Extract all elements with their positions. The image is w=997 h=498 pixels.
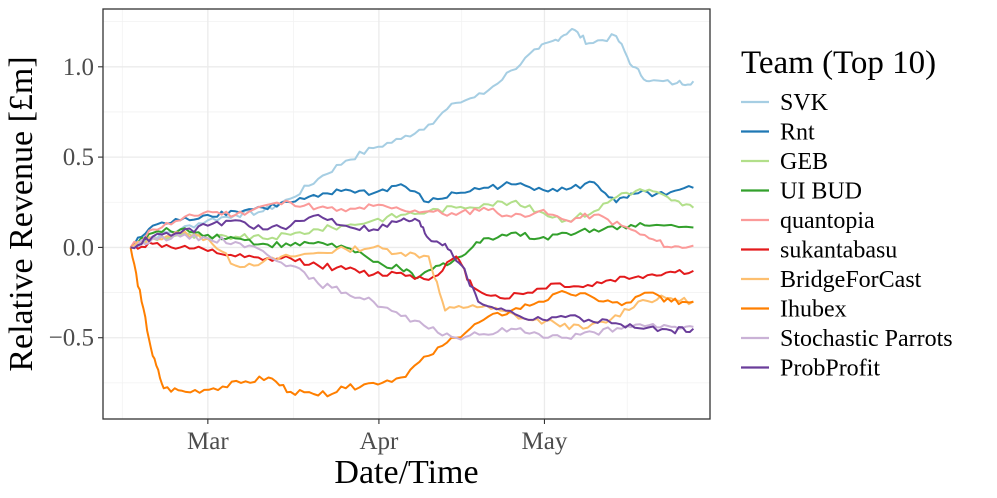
legend-label: sukantabasu xyxy=(780,238,897,264)
y-axis-title: Relative Revenue [£m] xyxy=(3,56,40,371)
legend: Team (Top 10) SVK Rnt GEB UI BUD quantopia su… xyxy=(741,45,953,382)
legend-label: GEB xyxy=(780,149,828,175)
series-line-geb xyxy=(130,188,695,249)
legend-label: Stochastic Parrots xyxy=(780,326,953,352)
series-line-ihubex xyxy=(129,247,694,398)
series-line-quantopia xyxy=(129,199,694,249)
legend-label: Ihubex xyxy=(780,297,847,323)
x-tick-label: Apr xyxy=(359,428,399,455)
x-tick-label: Mar xyxy=(187,428,229,455)
series-line-probprofit xyxy=(130,213,695,335)
y-tick-label: 0.5 xyxy=(63,144,94,171)
series-line-svk xyxy=(130,27,695,249)
legend-label: ProbProfit xyxy=(780,356,880,382)
legend-label: Rnt xyxy=(780,120,815,146)
legend-label: UI BUD xyxy=(780,179,862,205)
plot-panel-border xyxy=(102,8,711,420)
series-line-stochastic-parrots xyxy=(130,233,694,341)
series-layer xyxy=(129,27,695,398)
series-line-sukantabasu xyxy=(130,241,694,300)
series-line-ui-bud xyxy=(130,222,694,280)
legend-label: SVK xyxy=(780,90,829,116)
legend-title: Team (Top 10) xyxy=(741,45,936,81)
y-tick-label: 0.0 xyxy=(63,234,94,261)
axis-layer: 1.0 0.5 0.0 −0.5 Mar Apr May xyxy=(49,54,568,455)
x-axis-title: Date/Time xyxy=(334,454,478,491)
legend-label: BridgeForCast xyxy=(780,267,922,293)
x-tick-label: May xyxy=(522,428,568,455)
y-tick-label: 1.0 xyxy=(63,54,94,81)
legend-label: quantopia xyxy=(780,208,875,234)
legend-items: SVK Rnt GEB UI BUD quantopia sukantabasu Bridg… xyxy=(741,90,953,382)
y-tick-label: −0.5 xyxy=(49,325,94,352)
series-line-rnt xyxy=(129,180,694,249)
